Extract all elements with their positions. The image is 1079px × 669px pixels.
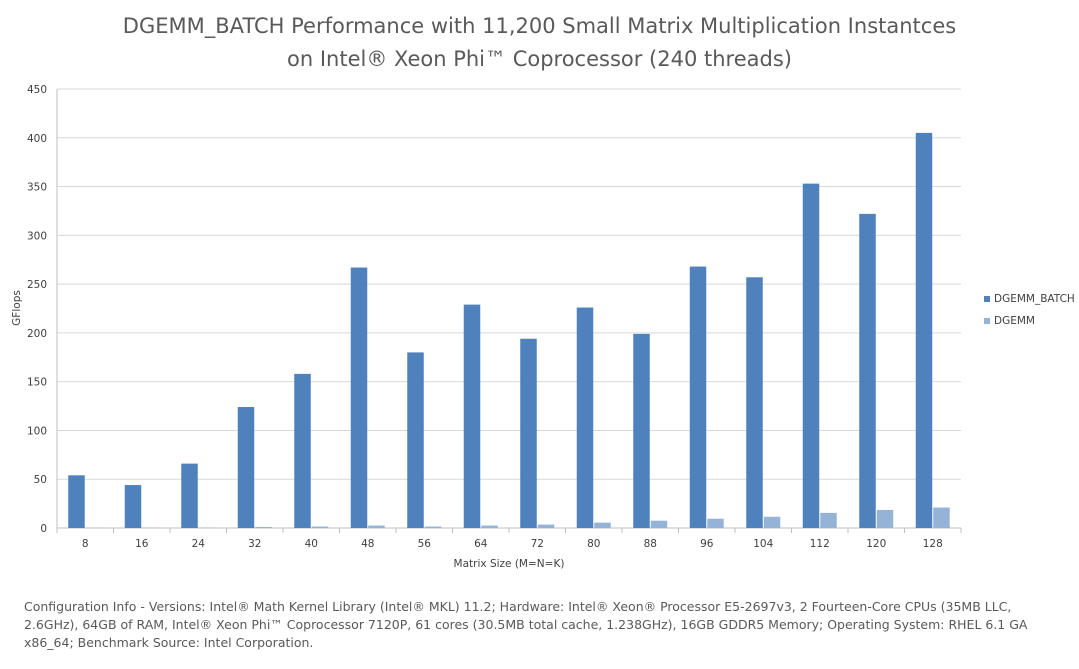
legend: DGEMM_BATCH DGEMM [984,288,1075,332]
bar-dgemm-56 [424,526,442,528]
x-axis-ticks: 8 16 24 32 40 48 56 64 72 80 88 96 104 112 120 128 [56,528,962,550]
gridlines [56,88,961,529]
y-tick-label: 350 [27,182,47,194]
bar-dgemm-batch-88 [633,333,650,528]
y-axis-label: GFlops [11,290,23,326]
bar-dgemm-batch-128 [915,132,933,528]
bar-dgemm-batch-80 [576,307,594,528]
bar-dgemm-batch-120 [859,213,876,529]
bar-dgemm-batch-96 [689,266,707,528]
x-tick-label: 96 [700,538,714,550]
chart-title-block: DGEMM_BATCH Performance with 11,200 Smal… [0,10,1079,76]
bar-dgemm-batch-32 [237,407,255,528]
x-tick-label: 128 [923,538,943,550]
bar-dgemm-batch-72 [520,338,537,528]
bars [68,132,950,529]
bar-dgemm-120 [876,509,894,528]
legend-label-dgemm-batch: DGEMM_BATCH [994,293,1075,305]
bar-dgemm-48 [368,525,385,528]
y-tick-label: 50 [34,474,47,486]
bar-dgemm-64 [481,525,498,528]
x-tick-label: 72 [531,538,544,550]
x-tick-label: 8 [82,538,89,550]
bar-dgemm-128 [933,507,950,528]
y-axis-ticks: 0 50 100 150 200 250 300 350 400 450 [27,84,47,535]
bar-dgemm-32 [255,527,272,528]
x-tick-label: 104 [753,538,773,550]
bar-chart: 0 50 100 150 200 250 300 350 400 450 8 16 24 32 40 48 5… [11,84,962,570]
x-tick-label: 56 [418,538,432,550]
bar-dgemm-batch-48 [350,267,368,528]
y-tick-label: 300 [27,230,47,242]
y-tick-label: 200 [27,328,47,340]
legend-label-dgemm: DGEMM [994,315,1035,327]
y-tick-label: 100 [27,425,47,437]
chart-subtitle: on Intel® Xeon Phi™ Coprocessor (240 thr… [287,47,792,71]
y-tick-label: 400 [27,133,47,145]
y-tick-label: 450 [27,84,47,96]
bar-dgemm-88 [650,520,668,528]
configuration-footnote: Configuration Info - Versions: Intel® Ma… [24,599,1028,650]
bar-dgemm-batch-24 [181,463,198,528]
bar-dgemm-72 [537,524,555,528]
bar-dgemm-96 [707,518,724,528]
legend-item-dgemm: DGEMM [984,310,1075,332]
x-tick-label: 64 [474,538,488,550]
bar-dgemm-batch-56 [407,352,424,528]
bar-dgemm-batch-8 [68,475,85,528]
bar-dgemm-batch-112 [802,183,820,528]
legend-item-dgemm-batch: DGEMM_BATCH [984,288,1075,310]
x-tick-label: 120 [866,538,886,550]
bar-dgemm-112 [820,512,837,528]
y-tick-label: 150 [27,377,47,389]
bar-dgemm-batch-16 [124,485,142,528]
x-tick-label: 48 [361,538,374,550]
y-tick-label: 250 [27,279,47,291]
x-tick-label: 88 [644,538,657,550]
y-tick-label: 0 [40,523,47,535]
x-tick-label: 24 [192,538,206,550]
bar-dgemm-80 [594,522,611,528]
legend-swatch-dgemm [984,318,990,324]
chart-title: DGEMM_BATCH Performance with 11,200 Smal… [122,14,957,38]
bar-dgemm-batch-64 [463,304,481,528]
bar-dgemm-40 [311,526,329,528]
x-tick-label: 80 [587,538,600,550]
x-tick-label: 32 [248,538,261,550]
legend-swatch-dgemm-batch [984,296,990,302]
x-tick-label: 40 [305,538,318,550]
bar-dgemm-batch-40 [294,373,311,528]
x-tick-label: 112 [810,538,830,550]
x-tick-label: 16 [135,538,149,550]
bar-dgemm-batch-104 [746,277,763,528]
x-axis-label: Matrix Size (M=N=K) [454,558,565,570]
bar-dgemm-104 [763,516,781,528]
